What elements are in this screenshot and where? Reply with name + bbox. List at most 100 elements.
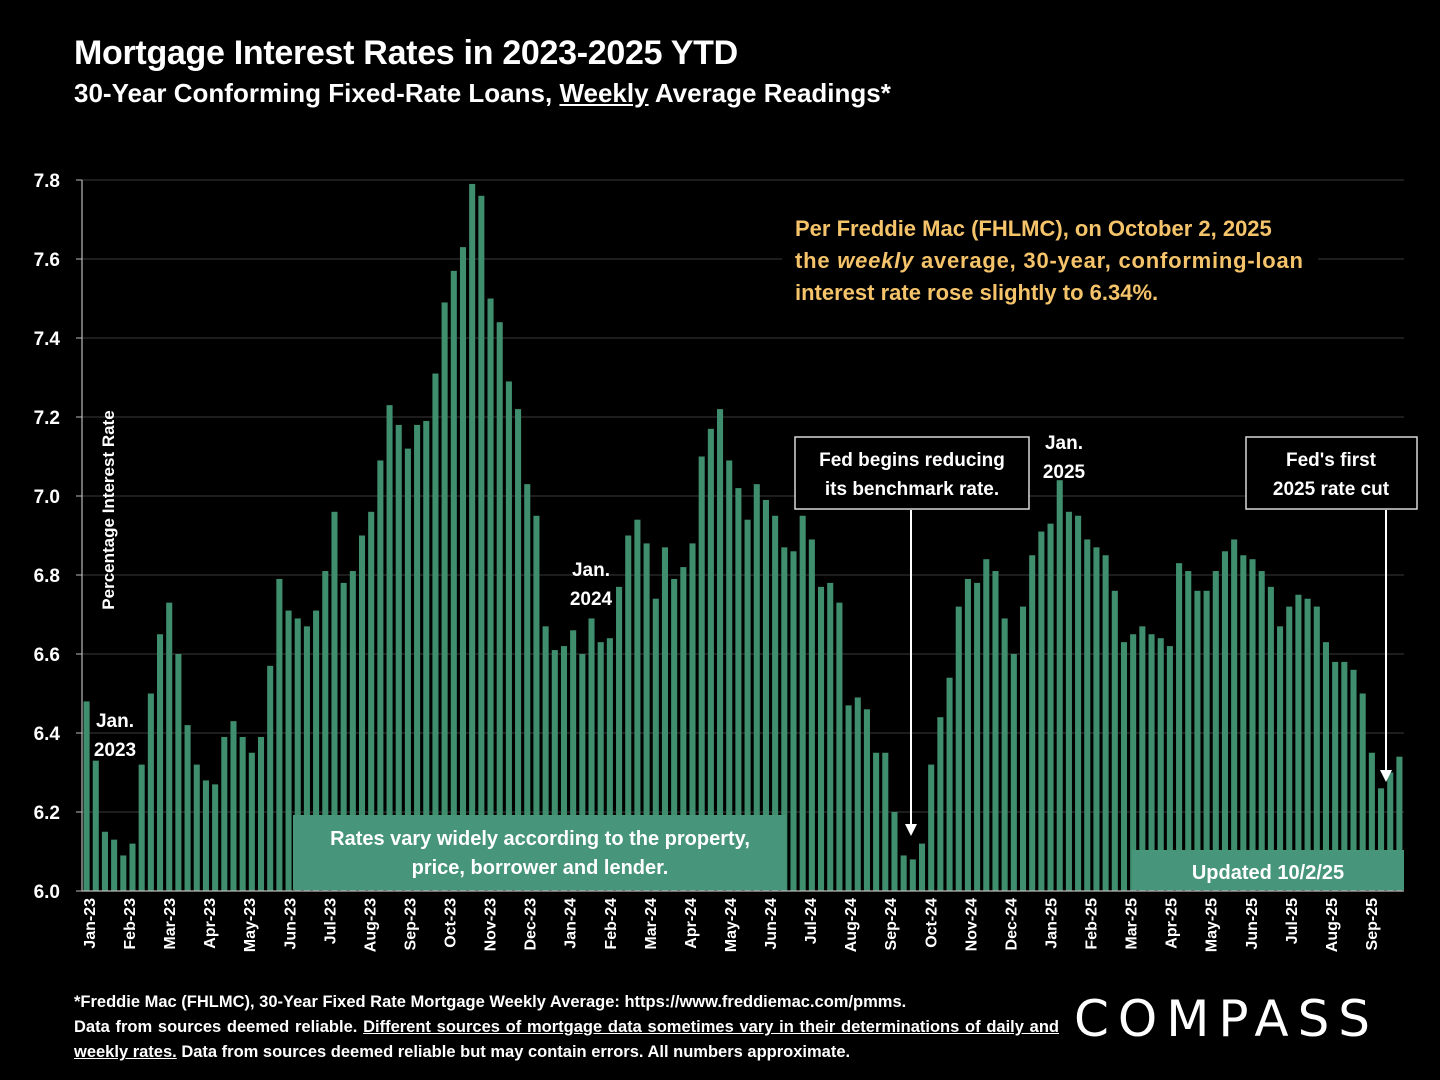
callout-line: the weekly average, 30-year, conforming-… <box>795 248 1303 273</box>
bar <box>937 717 944 891</box>
bar <box>781 547 788 891</box>
bar <box>1212 571 1219 891</box>
bar <box>230 721 237 891</box>
footnote-source: *Freddie Mac (FHLMC), 30-Year Fixed Rate… <box>74 993 907 1011</box>
bar <box>450 270 457 892</box>
bar <box>698 456 705 891</box>
x-tick-label: Jan-23 <box>82 898 99 949</box>
x-tick-label: Oct-23 <box>443 898 460 948</box>
bar <box>579 654 586 891</box>
x-tick-label: Jun-23 <box>282 898 299 950</box>
bar <box>322 571 329 891</box>
bar <box>1249 559 1256 891</box>
bar <box>120 855 127 891</box>
fed-first-cut-arrowhead <box>1380 770 1392 782</box>
x-tick-label: Sep-25 <box>1364 898 1381 951</box>
bar <box>1065 511 1072 891</box>
bar <box>882 752 889 891</box>
bar <box>790 551 797 891</box>
bar <box>643 543 650 891</box>
bar <box>157 634 164 891</box>
bar <box>1240 555 1247 891</box>
bar <box>744 519 751 891</box>
bar <box>1157 638 1164 891</box>
x-tick-label: Dec-24 <box>1003 898 1020 951</box>
bar <box>992 571 999 891</box>
bar <box>671 578 678 891</box>
subtitle-prefix: 30-Year Conforming Fixed-Rate Loans, <box>74 78 560 108</box>
y-axis-title: Percentage Interest Rate <box>99 410 118 609</box>
bar <box>560 646 568 891</box>
y-tick-label: 6.6 <box>34 645 60 666</box>
x-tick-label: Jun-24 <box>763 898 780 950</box>
updated-banner <box>1132 850 1404 890</box>
x-tick-label: Nov-23 <box>483 898 500 951</box>
bar <box>726 460 733 891</box>
bar <box>1130 634 1137 891</box>
bar <box>652 598 659 891</box>
bar <box>900 855 907 891</box>
bar <box>386 405 393 891</box>
bar <box>588 618 595 891</box>
bar <box>459 247 467 891</box>
bar <box>735 488 742 891</box>
bar <box>1350 669 1357 891</box>
bar <box>1148 634 1155 891</box>
bar <box>414 424 421 891</box>
bar <box>377 460 384 891</box>
bar <box>625 535 632 891</box>
annotation-jan-2025: 2025 <box>1043 462 1086 483</box>
bar <box>441 302 448 891</box>
bar <box>983 559 990 891</box>
bar <box>92 760 99 891</box>
bar <box>873 752 880 891</box>
bar <box>202 780 209 891</box>
chart-subtitle: 30-Year Conforming Fixed-Rate Loans, Wee… <box>74 78 891 109</box>
y-tick-label: 7.6 <box>34 250 60 271</box>
y-tick-label: 6.4 <box>34 724 61 745</box>
bar <box>1341 661 1348 891</box>
bar <box>918 843 926 891</box>
bar <box>138 764 145 891</box>
bar <box>175 654 182 891</box>
bar <box>184 725 191 891</box>
bar <box>1185 571 1192 891</box>
x-tick-label: May-23 <box>242 898 259 952</box>
bar <box>404 448 411 891</box>
bar <box>1322 642 1329 891</box>
bar <box>166 602 173 891</box>
y-tick-label: 7.8 <box>34 171 60 192</box>
bar <box>1295 594 1302 891</box>
x-tick-label: Aug-25 <box>1324 898 1341 952</box>
bar <box>368 511 375 891</box>
bar <box>432 373 439 891</box>
x-tick-label: Apr-25 <box>1164 898 1181 949</box>
bar <box>1258 571 1265 891</box>
bar <box>955 606 962 891</box>
bar <box>1111 590 1118 891</box>
bar <box>863 709 870 891</box>
bar <box>1120 642 1128 891</box>
x-tick-label: Aug-24 <box>843 898 860 952</box>
bar <box>469 183 476 891</box>
y-tick-label: 6.0 <box>34 882 60 903</box>
bar <box>285 610 292 891</box>
bar <box>845 705 852 891</box>
bar <box>221 736 228 891</box>
y-tick-label: 7.0 <box>34 487 60 508</box>
bar <box>753 484 760 891</box>
bar <box>294 618 301 891</box>
bar <box>276 578 283 891</box>
fed-first-cut-label: 2025 rate cut <box>1273 479 1390 500</box>
bar <box>891 812 898 891</box>
bar <box>1396 756 1403 891</box>
x-tick-label: Apr-24 <box>683 898 700 949</box>
bar <box>717 409 724 891</box>
bar <box>358 535 366 891</box>
annotation-jan-2024: Jan. <box>572 560 610 581</box>
x-tick-label: Oct-24 <box>923 898 940 948</box>
bar <box>1267 586 1274 891</box>
bar <box>423 420 430 891</box>
bar <box>248 752 255 891</box>
bar <box>331 511 338 891</box>
